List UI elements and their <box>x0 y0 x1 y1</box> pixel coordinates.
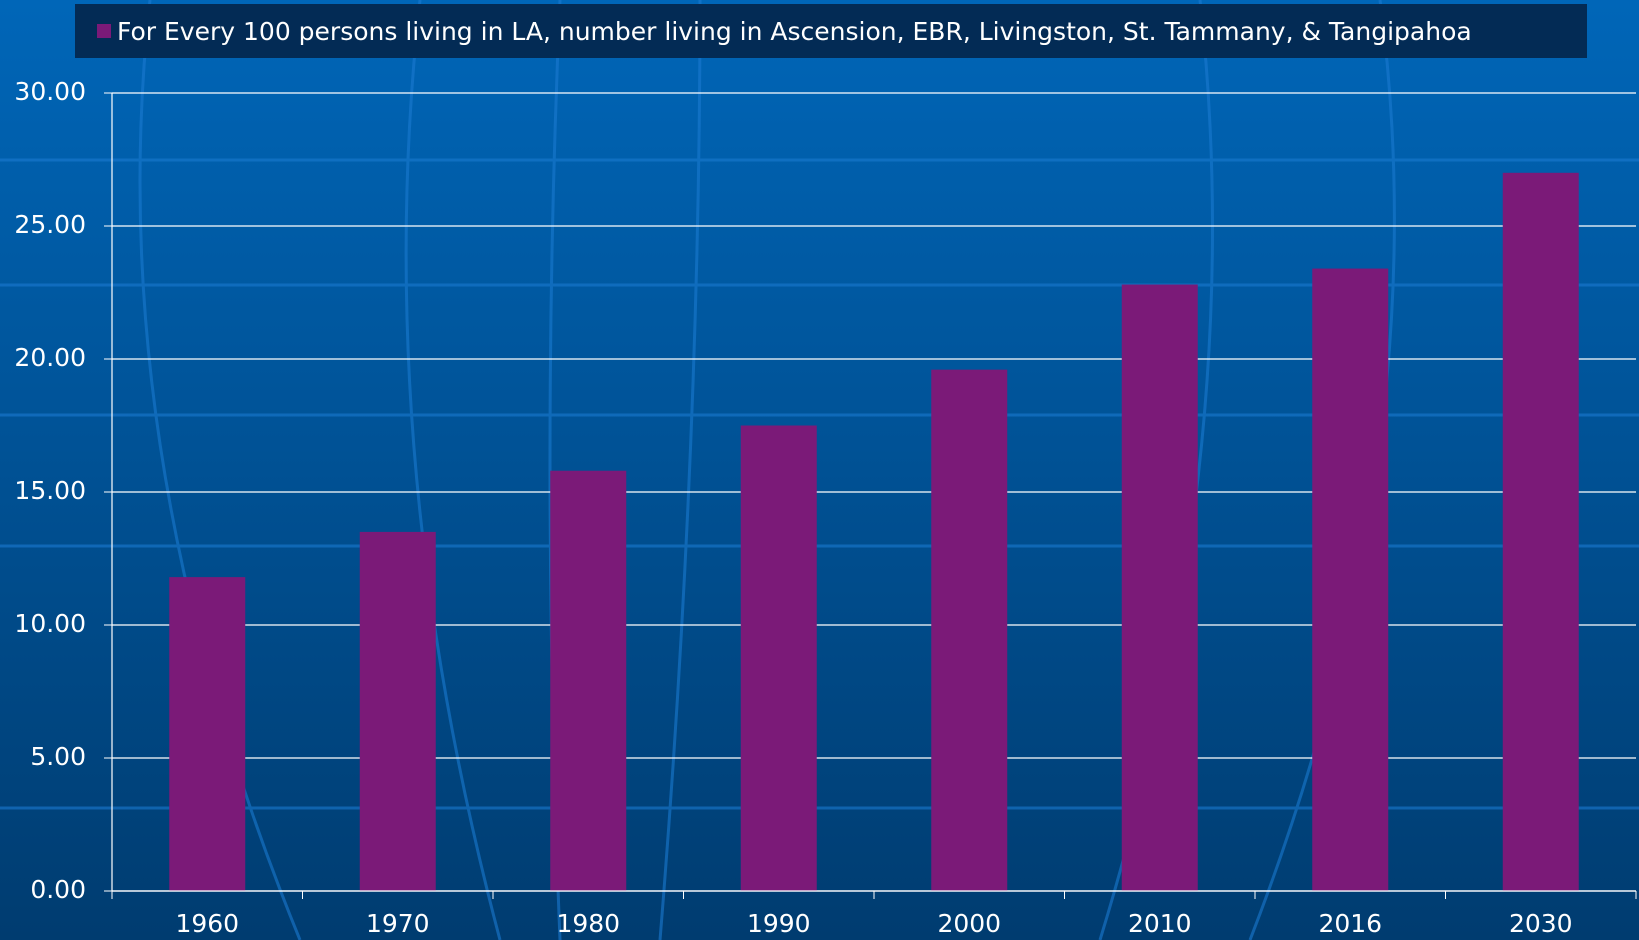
y-tick-label: 15.00 <box>14 476 86 505</box>
legend-box <box>75 4 1587 58</box>
x-tick-label: 2000 <box>937 909 1001 938</box>
x-tick-label: 1960 <box>175 909 239 938</box>
bar <box>1121 284 1198 891</box>
x-tick-label: 2016 <box>1318 909 1382 938</box>
x-tick-label: 2010 <box>1128 909 1192 938</box>
y-tick-label: 25.00 <box>14 210 86 239</box>
bar <box>1312 268 1389 891</box>
bar <box>740 425 817 891</box>
x-tick-label: 1970 <box>366 909 430 938</box>
legend-label: For Every 100 persons living in LA, numb… <box>117 17 1472 46</box>
bar <box>550 470 627 891</box>
bar <box>169 577 246 891</box>
bar <box>931 369 1008 891</box>
y-tick-label: 20.00 <box>14 343 86 372</box>
bar <box>359 531 436 891</box>
y-tick-label: 0.00 <box>30 875 86 904</box>
x-tick-label: 1980 <box>556 909 620 938</box>
y-tick-label: 10.00 <box>14 609 86 638</box>
x-tick-label: 1990 <box>747 909 811 938</box>
legend-swatch <box>97 24 111 38</box>
y-tick-label: 5.00 <box>30 742 86 771</box>
bar <box>1502 172 1579 892</box>
x-tick-label: 2030 <box>1509 909 1573 938</box>
y-tick-label: 30.00 <box>14 77 86 106</box>
